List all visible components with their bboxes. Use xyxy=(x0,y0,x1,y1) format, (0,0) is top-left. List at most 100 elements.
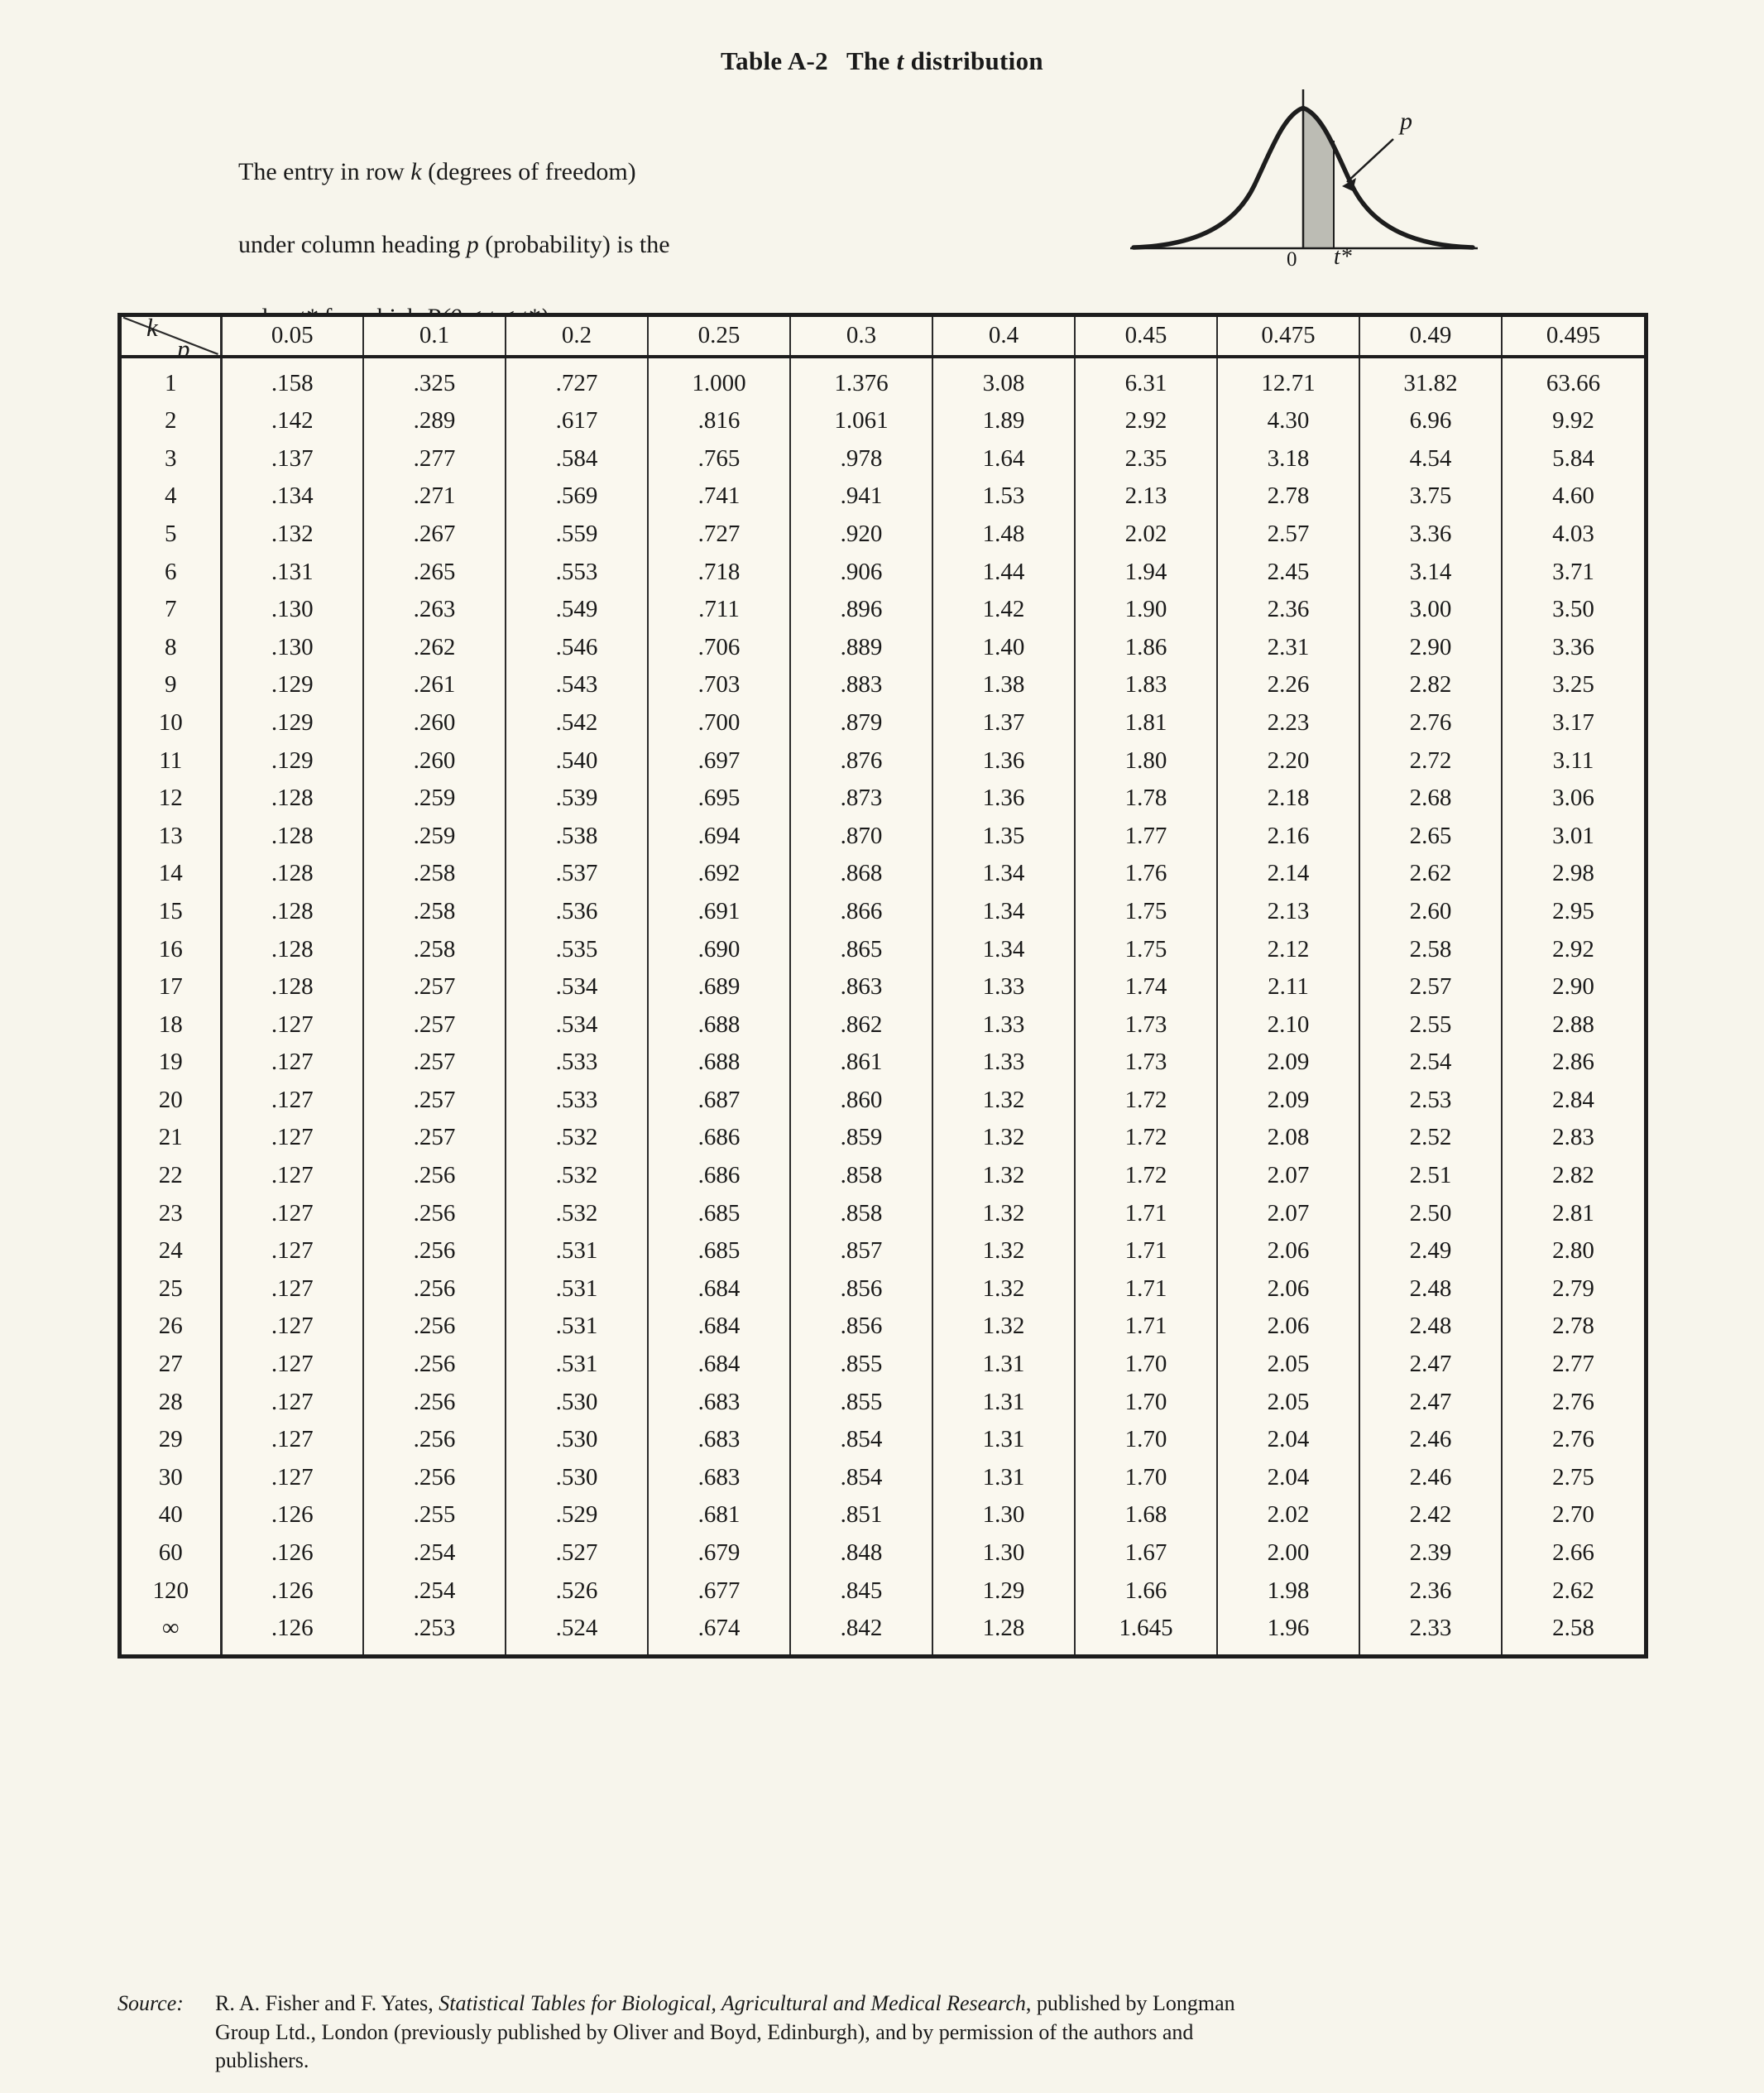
table-row: 11 .129.260.540.697.876 1.36 1.80 2.20 2.72 3.… xyxy=(122,742,1644,780)
table-cell: .862 xyxy=(789,1006,932,1044)
table-cell: .256 xyxy=(362,1458,506,1497)
table-cell: 1.72 xyxy=(1074,1157,1217,1195)
row-label-k: 3 xyxy=(165,444,177,472)
table-cell: .879 xyxy=(789,703,932,742)
table-cell: 1.36 xyxy=(932,780,1075,818)
row-label-k: ∞ xyxy=(161,1615,180,1642)
row-label-k: 7 xyxy=(165,596,177,623)
table-cell: .530 xyxy=(505,1458,648,1497)
table-cell: .692 xyxy=(647,855,790,893)
table-cell: 1.40 xyxy=(932,628,1075,667)
table-cell: .127 xyxy=(219,1308,363,1347)
table-cell: .857 xyxy=(789,1232,932,1270)
table-cell: .531 xyxy=(505,1308,648,1347)
row-label-k: 60 xyxy=(158,1539,183,1566)
table-cell: .261 xyxy=(362,666,506,704)
table-cell: .127 xyxy=(219,1346,363,1384)
table-cell: .842 xyxy=(789,1610,932,1654)
table-cell: 4.03 xyxy=(1501,515,1644,554)
table-row: 26 .127.256.531.684.856 1.32 1.71 2.06 2.48 2.… xyxy=(122,1308,1644,1347)
table-cell: 2.58 xyxy=(1359,930,1502,969)
table-cell: .533 xyxy=(505,1081,648,1120)
table-cell: 3.00 xyxy=(1359,591,1502,629)
table-cell: 1.81 xyxy=(1074,703,1217,742)
table-cell: 2.62 xyxy=(1501,1572,1644,1611)
bell-curve-path xyxy=(1131,105,1475,250)
table-cell: 2.14 xyxy=(1216,855,1359,893)
table-cell: 2.58 xyxy=(1501,1610,1644,1654)
row-label-k: 9 xyxy=(165,671,177,698)
row-label-k: 15 xyxy=(158,897,183,924)
table-cell: .530 xyxy=(505,1383,648,1422)
table-cell: 1.71 xyxy=(1074,1194,1217,1233)
source-label: Source: xyxy=(117,1991,184,2015)
table-cell: 2.90 xyxy=(1359,628,1502,667)
table-cell: .538 xyxy=(505,817,648,856)
table-cell: .129 xyxy=(219,666,363,704)
table-cell: .866 xyxy=(789,892,932,931)
table-cell: 1.75 xyxy=(1074,930,1217,969)
table-cell: .688 xyxy=(647,1044,790,1082)
table-cell: 4.30 xyxy=(1216,402,1359,440)
row-label-k: 16 xyxy=(158,935,183,962)
table-cell: .685 xyxy=(647,1232,790,1270)
table-cell: 2.47 xyxy=(1359,1383,1502,1422)
row-label-k: 17 xyxy=(158,973,183,1001)
table-cell: 3.50 xyxy=(1501,591,1644,629)
table-cell: .532 xyxy=(505,1119,648,1158)
table-cell: 2.05 xyxy=(1216,1383,1359,1422)
column-header-p-0.1: 0.1 xyxy=(362,317,506,358)
table-cell: .128 xyxy=(219,855,363,893)
table-cell: .679 xyxy=(647,1534,790,1572)
table-cell: .128 xyxy=(219,780,363,818)
table-cell: 2.81 xyxy=(1501,1194,1644,1233)
table-cell: 1.67 xyxy=(1074,1534,1217,1572)
table-cell: .684 xyxy=(647,1270,790,1308)
table-cell: .559 xyxy=(505,515,648,554)
table-cell: 2.48 xyxy=(1359,1308,1502,1347)
table-cell: .137 xyxy=(219,439,363,478)
table-cell: 2.92 xyxy=(1501,930,1644,969)
row-label-k: 22 xyxy=(158,1162,183,1189)
table-cell: 2.07 xyxy=(1216,1194,1359,1233)
table-cell: 1.33 xyxy=(932,968,1075,1006)
table-cell: .257 xyxy=(362,968,506,1006)
table-cell: .258 xyxy=(362,892,506,931)
table-cell: 2.46 xyxy=(1359,1458,1502,1497)
table-cell: 1.90 xyxy=(1074,591,1217,629)
table-cell: .255 xyxy=(362,1496,506,1534)
row-label-k: 10 xyxy=(158,708,183,736)
table-cell: 2.09 xyxy=(1216,1044,1359,1082)
table-cell: 2.88 xyxy=(1501,1006,1644,1044)
table-cell: 1.32 xyxy=(932,1194,1075,1233)
table-cell: 1.71 xyxy=(1074,1270,1217,1308)
table-cell: 2.68 xyxy=(1359,780,1502,818)
source-line-3: publishers. xyxy=(215,2048,309,2073)
table-cell: .553 xyxy=(505,553,648,592)
table-cell: .256 xyxy=(362,1421,506,1459)
table-header-row: p k 0.05 0.1 0.2 0.25 0.3 0.4 0.45 0.475 0.49 0.4… xyxy=(122,317,1644,358)
table-cell: .127 xyxy=(219,1194,363,1233)
table-row: 22 .127.256.532.686.858 1.32 1.72 2.07 2.51 2.… xyxy=(122,1157,1644,1195)
table-cell: 1.71 xyxy=(1074,1308,1217,1347)
table-cell: .854 xyxy=(789,1421,932,1459)
table-cell: 1.29 xyxy=(932,1572,1075,1611)
row-label-k: 120 xyxy=(152,1577,189,1604)
table-row: 21 .127.257.532.686.859 1.32 1.72 2.08 2.52 2.… xyxy=(122,1119,1644,1158)
table-cell: 2.35 xyxy=(1074,439,1217,478)
table-row: 16 .128.258.535.690.865 1.34 1.75 2.12 2.58 2.… xyxy=(122,930,1644,969)
column-header-p-0.45: 0.45 xyxy=(1074,317,1217,358)
table-cell: .711 xyxy=(647,591,790,629)
row-label-k: 26 xyxy=(158,1313,183,1340)
table-cell: 1.32 xyxy=(932,1157,1075,1195)
column-header-p-0.25: 0.25 xyxy=(647,317,790,358)
table-cell: .695 xyxy=(647,780,790,818)
table-cell: 1.53 xyxy=(932,478,1075,516)
t-distribution-table-container: p k 0.05 0.1 0.2 0.25 0.3 0.4 0.45 0.475 0.49 0.4… xyxy=(117,313,1648,1659)
row-label-k: 6 xyxy=(165,558,177,585)
table-cell: .684 xyxy=(647,1346,790,1384)
table-cell: .127 xyxy=(219,1006,363,1044)
table-cell: 2.08 xyxy=(1216,1119,1359,1158)
table-cell: .254 xyxy=(362,1534,506,1572)
table-cell: 1.70 xyxy=(1074,1346,1217,1384)
